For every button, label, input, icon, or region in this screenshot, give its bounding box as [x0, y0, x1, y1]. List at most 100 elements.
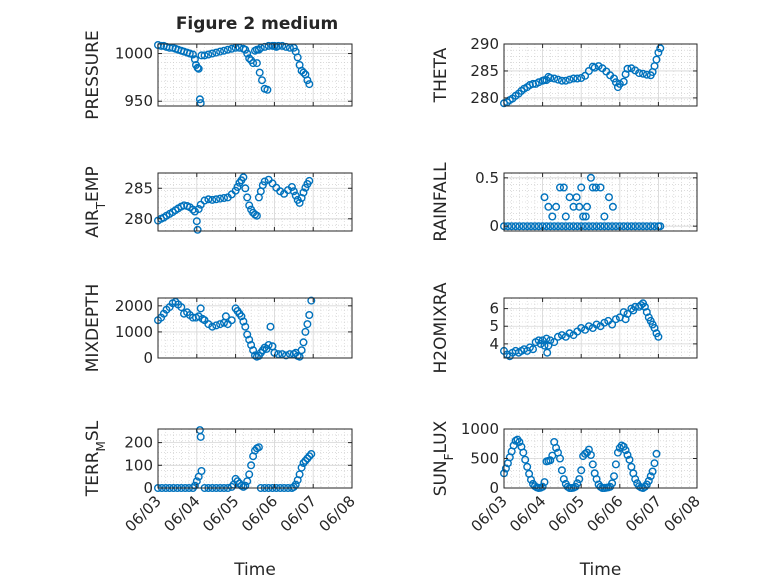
data-point	[299, 68, 308, 77]
data-point	[581, 212, 590, 221]
data-point	[542, 334, 551, 343]
data-point	[245, 201, 254, 210]
subplot-4: 0 0.5 RAINFALL	[431, 162, 698, 242]
grid	[504, 428, 697, 489]
axis-ylabel: TERRMSL	[83, 420, 108, 497]
data-point	[557, 331, 566, 340]
data-point	[507, 222, 516, 231]
data-point	[584, 222, 593, 231]
y-tick-label: 5	[489, 317, 499, 335]
data-point	[586, 451, 595, 460]
data-point	[231, 474, 240, 483]
data-point	[586, 173, 595, 182]
data-point	[561, 222, 570, 231]
data-point	[192, 217, 201, 226]
data-point	[569, 74, 578, 83]
series-markers	[153, 41, 314, 108]
data-point	[550, 74, 559, 83]
data-point	[554, 332, 563, 341]
axis-ylabel: PRESSURE	[83, 30, 103, 119]
data-point	[592, 320, 601, 329]
data-point	[646, 222, 655, 231]
data-point	[540, 478, 549, 487]
data-point	[515, 222, 524, 231]
data-point	[639, 222, 648, 231]
data-point	[565, 329, 574, 338]
data-point	[216, 194, 225, 203]
data-point	[604, 222, 613, 231]
x-tick-label: 06/07	[277, 492, 320, 535]
figure-title: Figure 2 medium	[176, 14, 338, 34]
data-point	[305, 452, 314, 461]
data-point	[577, 73, 586, 82]
data-point	[241, 184, 250, 193]
data-point	[241, 481, 250, 490]
data-point	[193, 225, 202, 234]
series-markers	[153, 173, 314, 234]
data-point	[596, 183, 605, 192]
data-point	[216, 47, 225, 56]
subplot-6: 456 H2OMIXRA	[431, 282, 698, 374]
data-point	[557, 466, 566, 475]
data-point	[575, 475, 584, 484]
data-point	[608, 320, 617, 329]
data-point	[195, 95, 204, 104]
data-point	[241, 322, 250, 331]
data-point	[297, 346, 306, 355]
data-point	[208, 322, 217, 331]
data-point	[249, 59, 258, 68]
data-point	[550, 338, 559, 347]
data-point	[557, 76, 566, 85]
y-tick-label: 0	[143, 479, 153, 497]
data-point	[627, 304, 636, 313]
data-point	[577, 183, 586, 192]
data-point	[227, 44, 236, 53]
axis-ylabel: AIRTEMP	[83, 166, 108, 237]
data-point	[611, 315, 620, 324]
data-point	[619, 222, 628, 231]
data-point	[546, 222, 555, 231]
data-point	[177, 303, 186, 312]
data-point	[546, 73, 555, 82]
data-point	[530, 222, 539, 231]
data-point	[592, 222, 601, 231]
data-point	[196, 432, 205, 441]
data-point	[243, 193, 252, 202]
data-point	[249, 346, 258, 355]
subplot-1: 950 1000 PRESSURE	[83, 30, 353, 120]
axis-xlabel: Time	[233, 560, 276, 580]
data-point	[289, 187, 298, 196]
data-point	[644, 476, 653, 485]
data-point	[295, 198, 304, 207]
data-point	[305, 176, 314, 185]
data-point	[252, 59, 261, 68]
data-point	[546, 456, 555, 465]
data-point	[239, 173, 248, 182]
subplot-5: 0 1000 2000 MIXDEPTH	[83, 284, 353, 372]
data-point	[278, 41, 287, 50]
series-markers	[153, 296, 316, 361]
data-point	[569, 222, 578, 231]
data-point	[219, 46, 228, 55]
data-point	[303, 320, 312, 329]
x-tick-label: 06/04	[506, 492, 549, 535]
data-point	[588, 183, 597, 192]
y-tick-label: 950	[124, 92, 153, 110]
data-point	[527, 475, 536, 484]
data-point	[243, 477, 252, 486]
data-point	[245, 54, 254, 63]
data-point	[223, 45, 232, 54]
y-tick-label: 0.5	[475, 169, 499, 187]
data-point	[196, 200, 205, 209]
data-point	[577, 324, 586, 333]
data-point	[299, 188, 308, 197]
y-tick-label: 280	[470, 89, 499, 107]
data-point	[200, 51, 209, 60]
data-point	[557, 222, 566, 231]
y-tick-label: 1000	[115, 45, 153, 63]
data-point	[573, 479, 582, 488]
data-point	[565, 222, 574, 231]
y-tick-label: 6	[489, 300, 499, 318]
data-point	[544, 341, 553, 350]
